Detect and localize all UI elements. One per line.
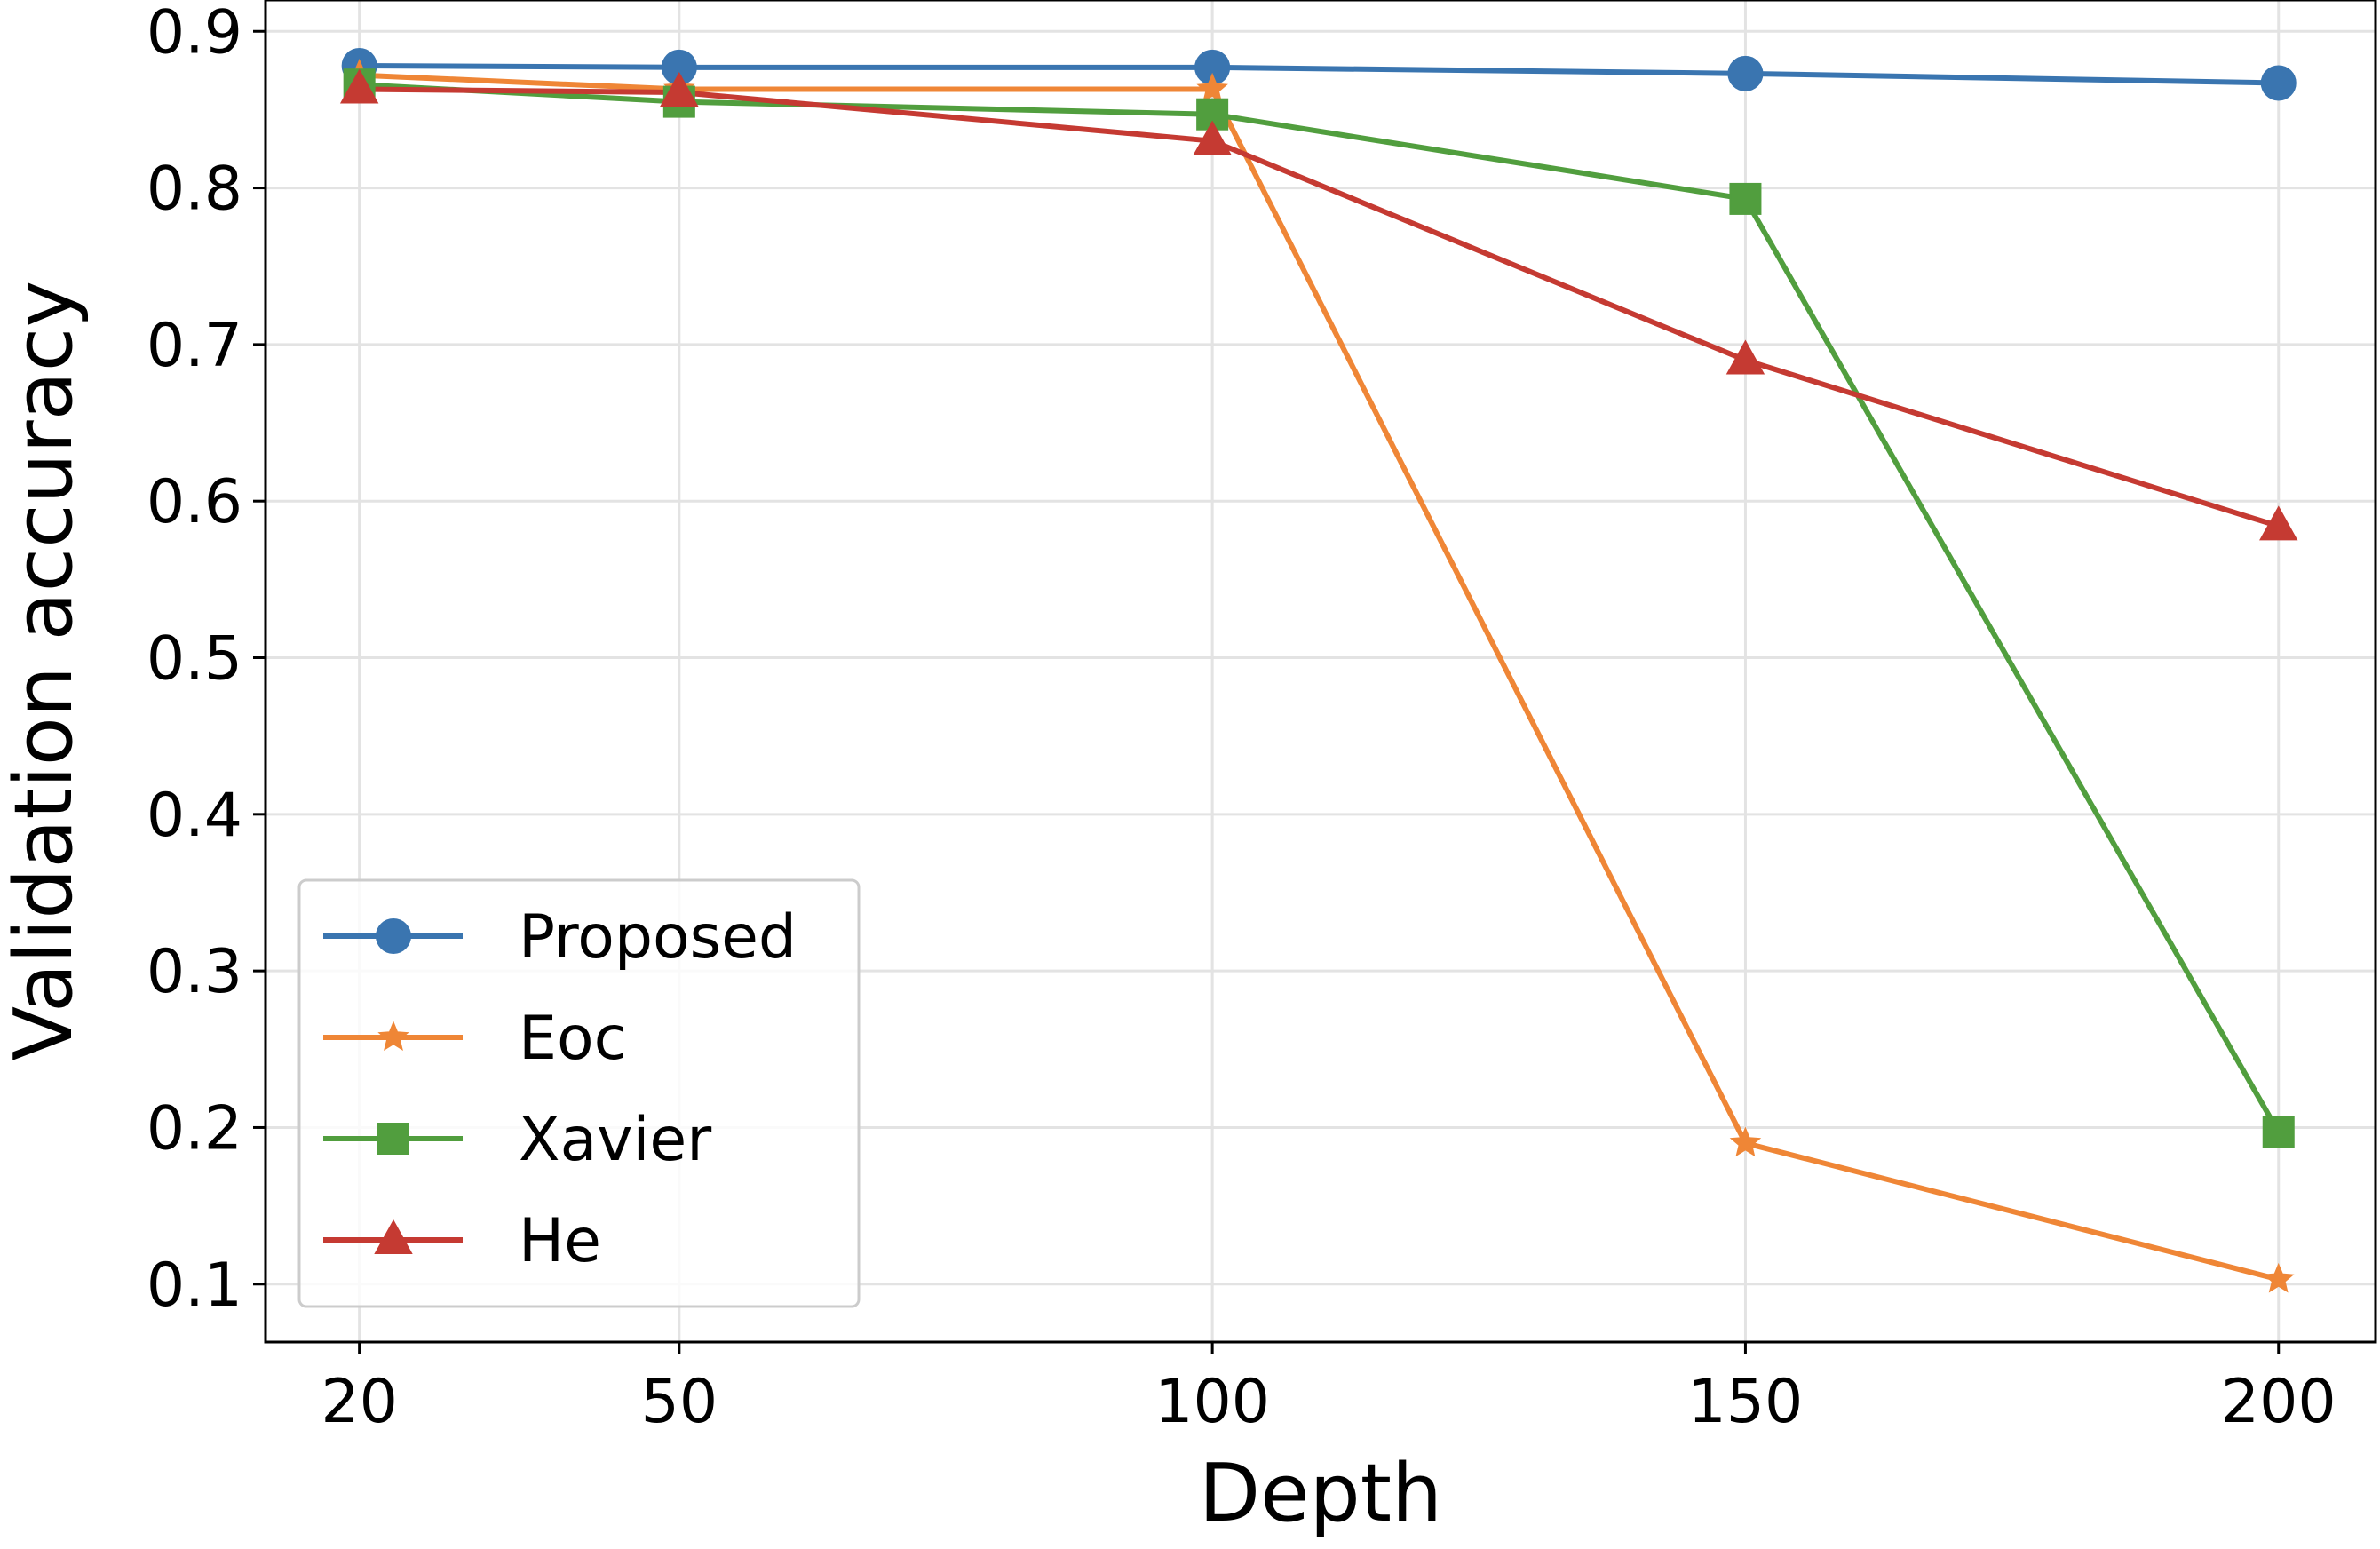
x-tick-label: 200	[2221, 1367, 2336, 1437]
y-tick-label: 0.7	[147, 311, 242, 381]
x-tick-label: 150	[1688, 1367, 1804, 1437]
y-tick-label: 0.2	[147, 1093, 242, 1164]
marker	[1727, 55, 1764, 91]
plot-frame	[264, 0, 2377, 1344]
y-tick-label: 0.5	[147, 624, 242, 695]
marker	[1726, 339, 1765, 375]
legend: Proposed Eoc Xavier He	[298, 878, 861, 1308]
marker	[1729, 182, 1762, 215]
marker	[377, 1123, 409, 1155]
marker	[1193, 120, 1232, 155]
marker	[377, 1021, 409, 1052]
marker	[2260, 65, 2297, 101]
legend-box	[298, 878, 861, 1308]
y-tick-label: 0.9	[147, 0, 242, 68]
axes: 0.1 0.2 0.3 0.4 0.5 0.6 0.7 0.8 0.9 20 50 100 150 200	[147, 0, 2336, 1437]
legend-label: Proposed	[519, 902, 797, 973]
y-tick-label: 0.3	[147, 937, 242, 1007]
y-tick-label: 0.6	[147, 467, 242, 537]
plot-area	[339, 48, 2298, 1293]
marker	[660, 71, 699, 107]
marker	[339, 68, 379, 104]
marker	[2259, 505, 2298, 541]
x-axis-label: Depth	[1199, 1447, 1442, 1540]
marker	[376, 918, 411, 954]
y-axis-label: Validation accuracy	[0, 280, 91, 1060]
marker	[374, 1219, 413, 1254]
x-tick-label: 20	[321, 1367, 398, 1437]
legend-label: Eoc	[519, 1004, 627, 1074]
y-tick-label: 0.1	[147, 1251, 242, 1321]
marker	[1196, 72, 1228, 103]
x-tick-label: 50	[641, 1367, 718, 1437]
x-tick-label: 100	[1154, 1367, 1270, 1437]
series-line	[359, 63, 2279, 86]
marker	[2262, 1116, 2295, 1148]
legend-label: He	[519, 1206, 601, 1276]
y-tick-label: 0.8	[147, 155, 242, 225]
marker	[2263, 1262, 2295, 1293]
marker	[1729, 1126, 1762, 1157]
y-tick-label: 0.4	[147, 781, 242, 851]
legend-label: Xavier	[519, 1105, 711, 1175]
series-line	[359, 86, 2280, 529]
